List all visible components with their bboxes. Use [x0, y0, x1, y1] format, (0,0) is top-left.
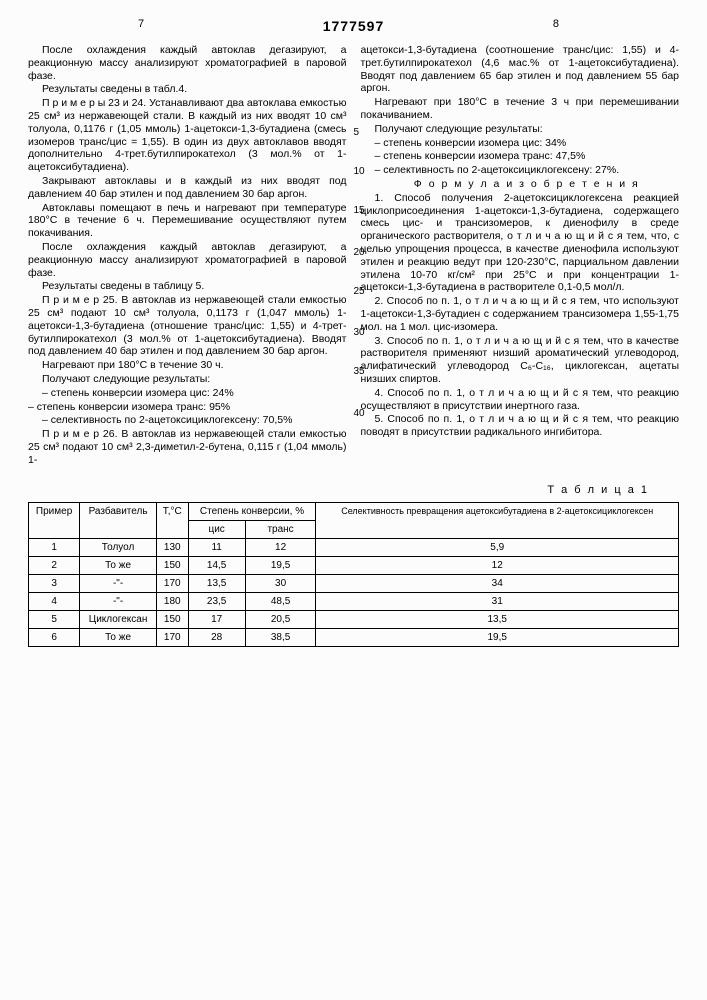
data-table: Пример Разбавитель Т,°С Степень конверси… — [28, 502, 679, 647]
claim: 1. Способ получения 2-ацетоксициклогексе… — [361, 192, 680, 294]
table-label: Т а б л и ц а 1 — [28, 484, 649, 496]
table-cell: 48,5 — [245, 592, 316, 610]
table-cell: 38,5 — [245, 628, 316, 646]
table-cell: 20,5 — [245, 610, 316, 628]
table-cell: 17 — [188, 610, 245, 628]
table-cell: 5,9 — [316, 538, 679, 556]
th-temp: Т,°С — [156, 502, 188, 538]
th-cis: цис — [188, 520, 245, 538]
th-example: Пример — [29, 502, 80, 538]
column-right: ацетокси-1,3-бутадиена (соотношение тран… — [361, 44, 680, 468]
paragraph: Результаты сведены в таблицу 5. — [28, 280, 347, 293]
table-cell: 28 — [188, 628, 245, 646]
table-cell: 23,5 — [188, 592, 245, 610]
table-cell: 11 — [188, 538, 245, 556]
patent-page: 7 8 1777597 510152025303540 После охлажд… — [0, 0, 707, 1000]
th-selectivity: Селективность превращения ацетоксибутади… — [316, 502, 679, 538]
table-cell: 19,5 — [245, 556, 316, 574]
th-diluent: Разбавитель — [80, 502, 157, 538]
th-conversion: Степень конверсии, % — [188, 502, 316, 520]
table-cell: 150 — [156, 610, 188, 628]
th-trans: транс — [245, 520, 316, 538]
table-cell: То же — [80, 628, 157, 646]
column-left: После охлаждения каждый автоклав дегазир… — [28, 44, 347, 468]
table-row: 4-"-18023,548,531 — [29, 592, 679, 610]
paragraph: – степень конверсии изомера транс: 47,5% — [361, 150, 680, 163]
paragraph: П р и м е р ы 23 и 24. Устанавливают два… — [28, 97, 347, 174]
claim: 4. Способ по п. 1, о т л и ч а ю щ и й с… — [361, 387, 680, 413]
paragraph: Получают следующие результаты: — [361, 123, 680, 136]
paragraph: – степень конверсии изомера цис: 24% — [28, 387, 347, 400]
paragraph: – степень конверсии изомера транс: 95% — [28, 401, 347, 414]
paragraph: Закрывают автоклавы и в каждый из них вв… — [28, 175, 347, 201]
paragraph: – селективность по 2-ацетоксициклогексен… — [361, 164, 680, 177]
table-cell: 12 — [245, 538, 316, 556]
table-cell: 2 — [29, 556, 80, 574]
page-num-right: 8 — [553, 18, 559, 30]
paragraph: ацетокси-1,3-бутадиена (соотношение тран… — [361, 44, 680, 95]
formula-title: Ф о р м у л а и з о б р е т е н и я — [361, 178, 680, 191]
table-cell: 34 — [316, 574, 679, 592]
paragraph: П р и м е р 25. В автоклав из нержавеюще… — [28, 294, 347, 358]
paragraph: Автоклавы помещают в печь и нагревают пр… — [28, 202, 347, 240]
paragraph: Нагревают при 180°С в течение 3 ч при пе… — [361, 96, 680, 122]
table-cell: 180 — [156, 592, 188, 610]
table-cell: 13,5 — [316, 610, 679, 628]
claim: 2. Способ по п. 1, о т л и ч а ю щ и й с… — [361, 295, 680, 333]
paragraph: Результаты сведены в табл.4. — [28, 83, 347, 96]
table-row: 3-"-17013,53034 — [29, 574, 679, 592]
table-cell: 1 — [29, 538, 80, 556]
text-columns: После охлаждения каждый автоклав дегазир… — [28, 44, 679, 468]
table-cell: -"- — [80, 574, 157, 592]
table-cell: 14,5 — [188, 556, 245, 574]
paragraph: П р и м е р 26. В автоклав из нержавеюще… — [28, 428, 347, 466]
paragraph: Получают следующие результаты: — [28, 373, 347, 386]
table-cell: 130 — [156, 538, 188, 556]
table-cell: 6 — [29, 628, 80, 646]
table-header: Пример Разбавитель Т,°С Степень конверси… — [29, 502, 679, 538]
claim: 5. Способ по п. 1, о т л и ч а ю щ и й с… — [361, 413, 680, 439]
table-cell: -"- — [80, 592, 157, 610]
claim: 3. Способ по п. 1, о т л и ч а ю щ и й с… — [361, 335, 680, 386]
table-cell: 150 — [156, 556, 188, 574]
table-cell: 5 — [29, 610, 80, 628]
table-row: 2То же15014,519,512 — [29, 556, 679, 574]
paragraph: После охлаждения каждый автоклав дегазир… — [28, 241, 347, 279]
table-cell: 13,5 — [188, 574, 245, 592]
table-cell: 30 — [245, 574, 316, 592]
patent-number: 1777597 — [28, 18, 679, 34]
table-cell: 170 — [156, 574, 188, 592]
page-num-left: 7 — [138, 18, 144, 30]
table-cell: 3 — [29, 574, 80, 592]
table-cell: 31 — [316, 592, 679, 610]
table-row: 6То же1702838,519,5 — [29, 628, 679, 646]
table-cell: 170 — [156, 628, 188, 646]
table-cell: То же — [80, 556, 157, 574]
table-cell: 12 — [316, 556, 679, 574]
paragraph: – селективность по 2-ацетоксициклогексен… — [28, 414, 347, 427]
table-cell: 4 — [29, 592, 80, 610]
paragraph: – степень конверсии изомера цис: 34% — [361, 137, 680, 150]
paragraph: Нагревают при 180°С в течение 30 ч. — [28, 359, 347, 372]
paragraph: После охлаждения каждый автоклав дегазир… — [28, 44, 347, 82]
table-row: 1Толуол13011125,9 — [29, 538, 679, 556]
table-row: 5Циклогексан1501720,513,5 — [29, 610, 679, 628]
table-cell: 19,5 — [316, 628, 679, 646]
table-cell: Толуол — [80, 538, 157, 556]
table-body: 1Толуол13011125,92То же15014,519,5123-"-… — [29, 538, 679, 646]
table-cell: Циклогексан — [80, 610, 157, 628]
